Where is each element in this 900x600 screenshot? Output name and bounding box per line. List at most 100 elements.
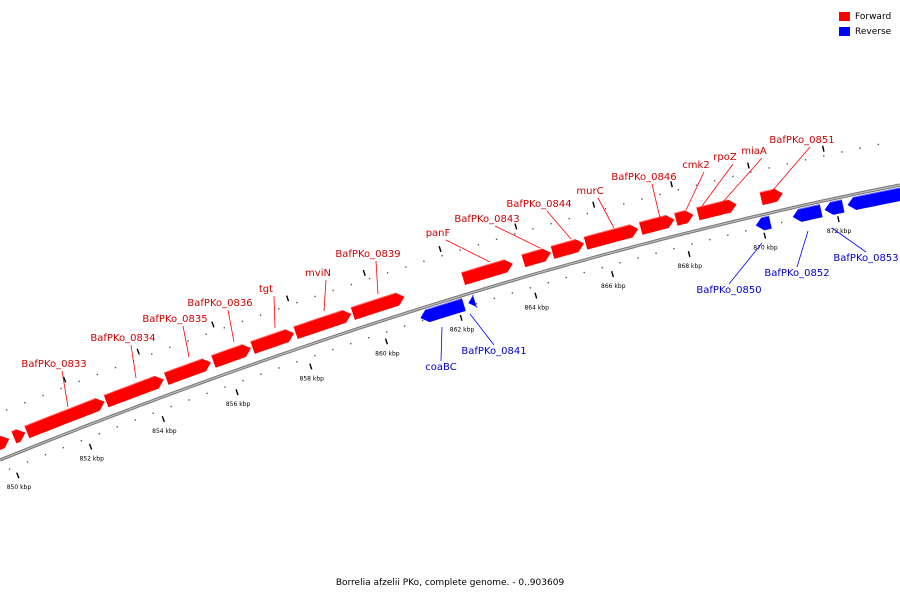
outer-dot bbox=[5, 409, 8, 411]
inner-dot bbox=[278, 367, 280, 369]
inner-dot bbox=[26, 461, 29, 463]
outer-dot bbox=[495, 238, 498, 241]
leader-line bbox=[685, 171, 705, 211]
inner-dot bbox=[673, 247, 675, 250]
tick-label: 858 kbp bbox=[300, 375, 325, 382]
reverse-gene bbox=[468, 293, 479, 308]
outer-major-tick bbox=[62, 376, 67, 383]
inner-dot bbox=[62, 446, 65, 449]
outer-major-tick bbox=[670, 181, 673, 188]
legend: Forward Reverse bbox=[839, 9, 891, 39]
outer-dot bbox=[296, 301, 298, 304]
inner-dot bbox=[8, 468, 11, 470]
outer-dot bbox=[477, 244, 480, 246]
inner-dot bbox=[493, 297, 496, 300]
reverse-swatch bbox=[839, 27, 850, 36]
outer-dot bbox=[641, 198, 643, 200]
leader-line bbox=[701, 163, 734, 207]
forward-gene-label: BafPKo_0833 bbox=[21, 359, 86, 370]
major-tick bbox=[309, 363, 313, 370]
tick-label: 850 kbp bbox=[7, 484, 32, 491]
forward-gene bbox=[696, 198, 737, 221]
inner-dot bbox=[583, 271, 585, 274]
forward-gene-label: panF bbox=[426, 228, 451, 239]
outer-dot bbox=[713, 180, 716, 182]
major-tick bbox=[88, 443, 93, 450]
tick-label: 864 kbp bbox=[524, 304, 549, 311]
inner-dot bbox=[350, 342, 352, 345]
outer-dot bbox=[732, 175, 734, 178]
outer-dot bbox=[278, 308, 280, 310]
outer-dot bbox=[114, 366, 117, 369]
major-tick bbox=[534, 292, 538, 299]
outer-dot bbox=[405, 266, 407, 268]
inner-dot bbox=[511, 292, 514, 294]
forward-gene-label: BafPKo_0851 bbox=[769, 135, 834, 146]
forward-gene-label: BafPKo_0843 bbox=[454, 214, 519, 225]
inner-dot bbox=[260, 373, 262, 375]
forward-gene bbox=[250, 328, 295, 354]
leader-line bbox=[130, 344, 137, 379]
forward-gene-label: cmk2 bbox=[682, 160, 709, 171]
inner-dot bbox=[80, 439, 83, 442]
genes bbox=[0, 186, 900, 451]
outer-dot bbox=[386, 272, 389, 274]
forward-gene bbox=[24, 397, 105, 439]
outer-dot bbox=[423, 260, 425, 263]
outer-dot bbox=[332, 289, 334, 292]
inner-dot bbox=[134, 419, 136, 421]
tick-label: 872 kbp bbox=[827, 228, 852, 235]
tick-label: 856 kbp bbox=[226, 401, 251, 408]
forward-gene-label: BafPKo_0834 bbox=[90, 333, 155, 344]
inner-dot bbox=[314, 354, 316, 357]
outer-major-tick bbox=[821, 145, 825, 152]
inner-dot bbox=[152, 412, 154, 414]
outer-dot bbox=[314, 295, 316, 298]
major-tick bbox=[611, 271, 614, 278]
outer-dot bbox=[514, 233, 516, 235]
legend-reverse: Reverse bbox=[839, 24, 891, 39]
leader-line bbox=[375, 260, 379, 295]
outer-dot bbox=[350, 283, 353, 286]
leader-line bbox=[182, 325, 190, 358]
outer-major-tick bbox=[514, 223, 518, 230]
forward-gene bbox=[759, 188, 783, 206]
outer-dot bbox=[859, 147, 861, 149]
leader-line bbox=[597, 197, 615, 229]
tick-label: 852 kbp bbox=[79, 456, 104, 463]
major-tick bbox=[837, 216, 840, 223]
forward-gene-label: rpoZ bbox=[713, 152, 737, 163]
outer-dot bbox=[804, 159, 807, 161]
forward-gene bbox=[163, 358, 211, 385]
tick-label: 854 kbp bbox=[152, 428, 177, 435]
inner-dot bbox=[601, 266, 603, 269]
outer-major-tick bbox=[285, 295, 290, 302]
leader-line bbox=[796, 230, 809, 268]
outer-major-tick bbox=[438, 245, 442, 253]
forward-gene bbox=[550, 238, 585, 259]
outer-dot bbox=[368, 277, 371, 280]
outer-dot bbox=[550, 222, 552, 225]
inner-dot bbox=[242, 379, 244, 382]
forward-gene bbox=[583, 223, 639, 250]
leader-line bbox=[546, 210, 572, 240]
outer-dot bbox=[841, 151, 843, 153]
inner-dot bbox=[368, 337, 370, 339]
outer-major-tick bbox=[136, 348, 140, 355]
major-tick bbox=[16, 472, 20, 479]
outer-dot bbox=[96, 373, 99, 376]
inner-dot bbox=[745, 230, 747, 232]
outer-dot bbox=[241, 320, 244, 323]
forward-gene bbox=[461, 258, 513, 286]
forward-gene bbox=[0, 435, 10, 451]
outer-dot bbox=[459, 249, 461, 251]
backbone bbox=[0, 183, 900, 462]
outer-dot bbox=[24, 401, 26, 404]
leader-line bbox=[651, 183, 661, 219]
outer-dot bbox=[586, 212, 589, 215]
inner-dot bbox=[421, 319, 424, 322]
inner-dot bbox=[188, 399, 190, 401]
forward-gene bbox=[521, 247, 551, 268]
inner-dot bbox=[98, 433, 101, 435]
